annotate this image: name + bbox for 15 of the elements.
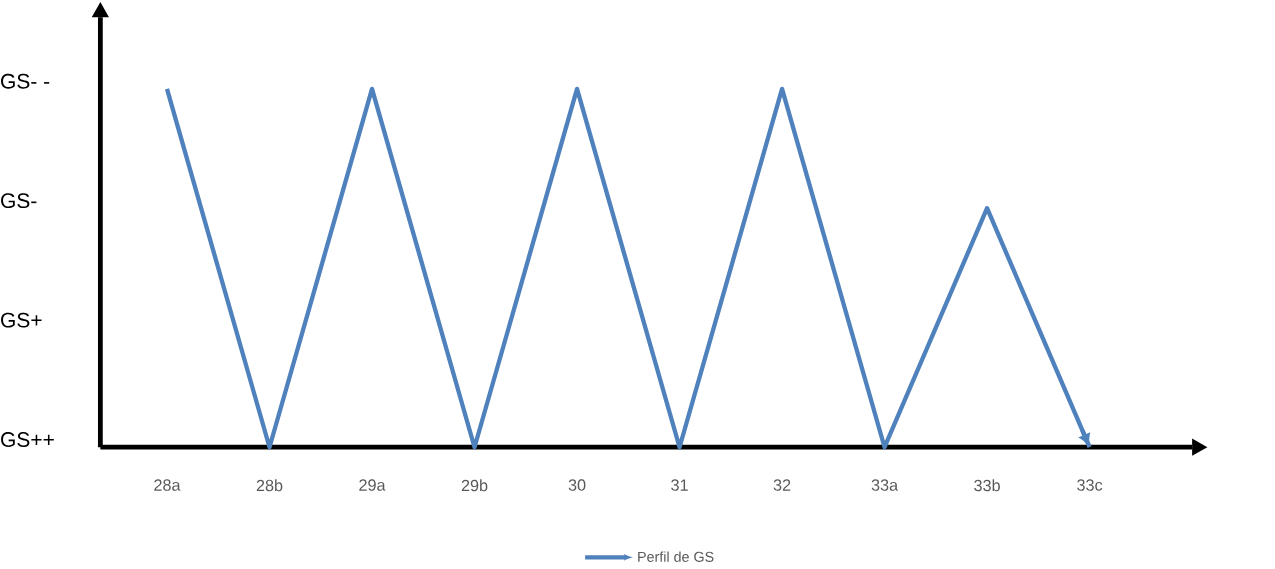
x-tick-label: 29b [461,479,488,492]
x-tick-label: 31 [671,479,688,491]
text: GS++ [1,432,54,448]
x-tick-label: 30 [568,479,586,491]
x-tick-label: 33b [974,479,1000,492]
text: GS- - [1,73,50,89]
x-tick-label: 28b [256,479,283,492]
x-tick-label: 28a [154,479,181,491]
text: GS- [1,193,37,209]
x-tick-label: 33c [1077,479,1103,491]
text: GS+ [1,312,42,328]
x-tick-label: 29a [359,479,386,491]
x-tick-label: 32 [773,479,791,491]
legend-label: Perfil de GS [638,551,714,562]
x-tick-label: 33a [871,479,899,491]
